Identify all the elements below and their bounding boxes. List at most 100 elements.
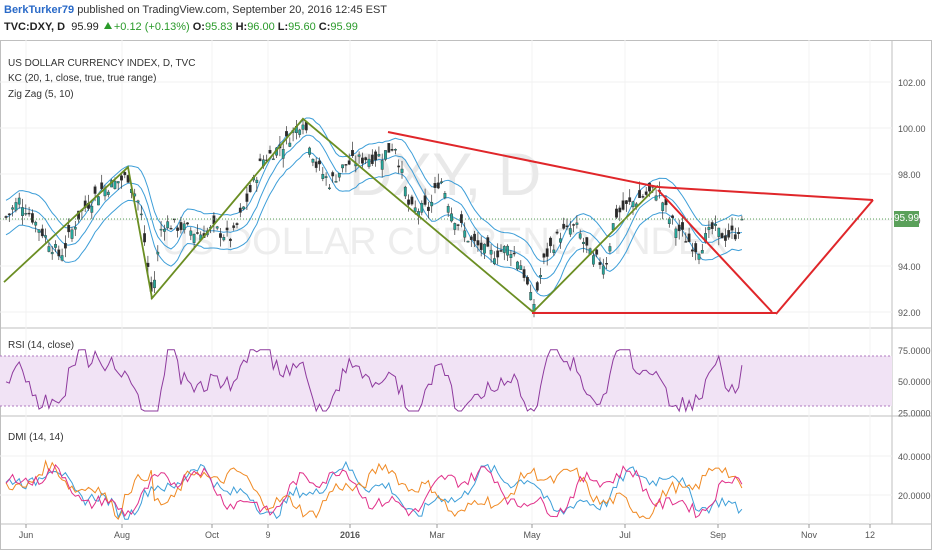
candle-body xyxy=(707,226,711,230)
candle-body xyxy=(248,185,252,193)
trendline xyxy=(775,199,874,315)
candle-body xyxy=(733,234,737,240)
candle-body xyxy=(258,158,262,162)
chart-area[interactable]: DXY, D US DOLLAR CURRENCY INDEX 102.00 10… xyxy=(0,40,932,550)
candle-body xyxy=(90,205,94,213)
trendline xyxy=(657,186,874,201)
candle-body xyxy=(136,200,140,203)
candle-body xyxy=(559,238,562,243)
candle-body xyxy=(288,142,292,147)
candle-body xyxy=(308,147,311,155)
candle-body xyxy=(182,223,186,230)
candle-body xyxy=(436,182,440,189)
candle-body xyxy=(347,160,351,165)
candle-body xyxy=(50,252,54,255)
candle-body xyxy=(298,129,302,135)
candle-body xyxy=(582,241,585,245)
candle-body xyxy=(413,207,417,212)
candle-body xyxy=(195,232,199,234)
rsi-band xyxy=(0,356,892,406)
candle-body xyxy=(153,279,156,289)
candle-body xyxy=(271,158,275,161)
published-text: published on TradingView.com, September … xyxy=(77,4,388,16)
candle-body xyxy=(139,213,143,216)
candle-body xyxy=(4,216,8,218)
candle-body xyxy=(644,191,648,195)
candle-body xyxy=(361,157,364,164)
candle-body xyxy=(509,254,513,258)
chart-svg[interactable]: DXY, D US DOLLAR CURRENCY INDEX 102.0010… xyxy=(0,40,932,550)
candle-body xyxy=(225,227,229,231)
candle-body xyxy=(390,149,394,151)
candle-body xyxy=(568,228,572,235)
candle-body xyxy=(384,150,387,160)
author-link[interactable]: BerkTurker79 xyxy=(4,4,75,16)
candle-body xyxy=(493,258,496,265)
candle-body xyxy=(96,196,100,206)
candle-body xyxy=(67,225,71,233)
watermark-name: US DOLLAR CURRENCY INDEX xyxy=(161,221,728,263)
candle-body xyxy=(268,149,272,154)
candles xyxy=(4,119,744,318)
candle-body xyxy=(638,190,642,199)
low-value: 95.60 xyxy=(288,21,316,33)
candle-body xyxy=(215,226,219,229)
keltner-mid-line xyxy=(5,134,743,280)
candle-body xyxy=(11,207,14,210)
candle-body xyxy=(179,222,183,231)
candle-body xyxy=(555,231,559,234)
candle-body xyxy=(27,212,31,215)
candle-body xyxy=(403,186,407,197)
time-axis[interactable]: Jun Aug Oct 9 2016 Mar May Jul Sep Nov 12 xyxy=(19,524,875,540)
candle-body xyxy=(539,275,543,278)
candle-body xyxy=(407,199,410,205)
candle-body xyxy=(380,160,384,170)
zigzag-line xyxy=(3,117,659,314)
candle-body xyxy=(351,150,354,156)
time-tick-label: Aug xyxy=(114,530,130,540)
candle-body xyxy=(54,244,57,248)
candle-body xyxy=(189,230,193,236)
candle-body xyxy=(113,180,117,189)
candle-body xyxy=(631,201,635,208)
candle-body xyxy=(710,222,714,230)
dmi-minus-series xyxy=(5,459,743,520)
candle-body xyxy=(575,222,579,225)
candle-body xyxy=(17,197,21,205)
candle-body xyxy=(34,221,38,226)
candle-body xyxy=(621,200,625,210)
candle-body xyxy=(615,208,618,218)
candle-body xyxy=(456,224,460,226)
time-tick-label: May xyxy=(523,530,541,540)
candle-body xyxy=(727,230,731,238)
rsi-tick-label: 25.0000 xyxy=(898,408,931,418)
candle-body xyxy=(522,269,526,278)
candle-body xyxy=(578,233,582,239)
candle-body xyxy=(681,222,684,230)
candle-body xyxy=(479,242,483,251)
symbol-name: TVC:DXY, D xyxy=(4,21,66,33)
candle-body xyxy=(219,233,222,238)
chart-header: BerkTurker79 published on TradingView.co… xyxy=(0,0,932,40)
candle-body xyxy=(691,249,694,252)
zigzag-label: Zig Zag (5, 10) xyxy=(8,89,74,100)
candle-body xyxy=(47,246,51,252)
candle-body xyxy=(519,265,523,270)
candle-body xyxy=(496,250,500,258)
price-tick-label: 98.00 xyxy=(898,170,921,180)
candle-body xyxy=(374,151,377,161)
candle-body xyxy=(192,233,196,243)
candle-body xyxy=(116,181,120,184)
trendlines[interactable] xyxy=(387,131,874,315)
candle-body xyxy=(592,255,595,265)
candle-body xyxy=(506,245,509,256)
candle-body xyxy=(397,165,401,168)
candle-body xyxy=(674,228,678,238)
candle-body xyxy=(70,229,74,239)
candle-body xyxy=(106,191,110,195)
candle-body xyxy=(605,263,609,265)
dmi-lines xyxy=(5,459,743,520)
candle-body xyxy=(242,206,245,210)
candle-body xyxy=(31,213,34,223)
candle-body xyxy=(367,158,371,167)
